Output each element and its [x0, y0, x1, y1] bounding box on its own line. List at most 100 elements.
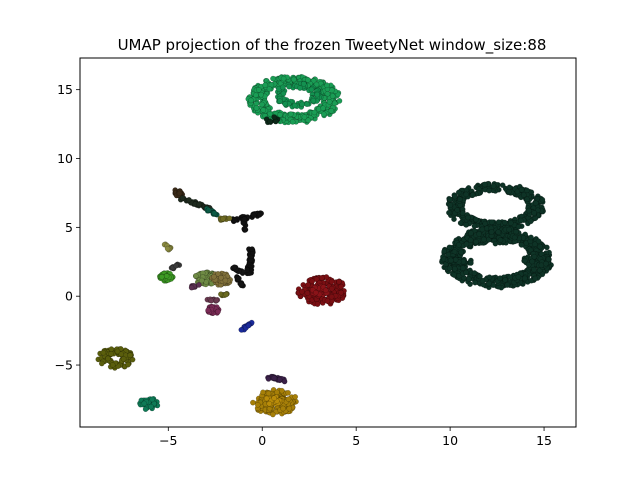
scatter-point: [205, 307, 211, 314]
scatter-point: [266, 86, 273, 92]
scatter-point: [324, 298, 331, 304]
scatter-point: [467, 281, 473, 287]
scatter-point: [149, 396, 156, 403]
scatter-point: [100, 349, 107, 356]
scatter-point: [471, 223, 478, 229]
scatter-point: [270, 75, 276, 82]
scatter-point: [267, 111, 273, 117]
scatter-point: [215, 271, 221, 277]
scatter-point: [473, 239, 479, 245]
scatter-point: [468, 260, 474, 266]
scatter-point: [451, 272, 457, 278]
scatter-point: [120, 356, 127, 362]
scatter-point: [466, 276, 472, 282]
scatter-point: [231, 264, 238, 271]
scatter-point: [534, 207, 541, 214]
scatter-point: [188, 284, 195, 291]
scatter-point: [446, 244, 453, 251]
scatter-point: [289, 119, 296, 125]
y-tick-label: 10: [57, 151, 73, 166]
plot-frame: [79, 57, 577, 428]
scatter-points: [95, 73, 554, 418]
scatter-point: [270, 411, 276, 418]
scatter-point: [481, 181, 488, 188]
y-axis: −5 0 5 10 15: [55, 82, 80, 373]
scatter-point: [468, 230, 474, 236]
scatter-point: [525, 262, 532, 268]
scatter-point: [241, 216, 248, 223]
scatter-point: [285, 389, 291, 396]
scatter-point: [250, 212, 257, 219]
scatter-point: [98, 360, 105, 367]
scatter-point: [213, 297, 220, 304]
scatter-point: [539, 196, 546, 203]
scatter-point: [515, 274, 522, 280]
scatter-point: [305, 77, 311, 83]
y-tick-label: 0: [65, 289, 73, 304]
scatter-point: [218, 274, 224, 281]
scatter-point: [537, 243, 543, 250]
x-tick-label: 15: [536, 433, 552, 448]
scatter-point: [463, 222, 470, 228]
scatter-point: [309, 278, 316, 285]
scatter-point: [254, 401, 261, 408]
scatter-point: [173, 262, 179, 269]
scatter-point: [490, 183, 497, 189]
scatter-point: [260, 107, 267, 113]
scatter-point: [463, 269, 470, 276]
scatter-point: [260, 389, 266, 396]
scatter-point: [176, 190, 183, 197]
scatter-point: [545, 256, 552, 263]
scatter-point: [504, 282, 511, 288]
scatter-point: [220, 216, 226, 222]
scatter-point: [446, 265, 453, 272]
scatter-point: [266, 400, 273, 407]
scatter-point: [532, 200, 539, 206]
scatter-point: [476, 231, 482, 237]
scatter-point: [524, 196, 530, 203]
scatter-point: [338, 289, 344, 296]
scatter-point: [249, 246, 255, 252]
scatter-point: [313, 276, 320, 283]
scatter-point: [472, 216, 479, 223]
scatter-point: [497, 237, 504, 243]
scatter-point: [454, 207, 461, 213]
scatter-point: [469, 192, 476, 198]
scatter-point: [329, 93, 336, 99]
x-axis: −5 0 5 10 15: [159, 427, 552, 448]
scatter-point: [208, 297, 215, 304]
scatter-point: [271, 395, 278, 402]
scatter-point: [506, 184, 513, 191]
x-tick-label: −5: [159, 433, 177, 448]
scatter-point: [492, 240, 499, 247]
scatter-point: [467, 237, 474, 243]
y-tick-label: −5: [55, 358, 73, 373]
scatter-point: [518, 242, 525, 248]
scatter-point: [479, 226, 486, 233]
scatter-point: [328, 285, 335, 292]
scatter-point: [192, 273, 199, 279]
scatter-point: [304, 290, 311, 296]
scatter-point: [263, 395, 270, 402]
scatter-point: [127, 352, 134, 359]
scatter-point: [222, 277, 229, 284]
x-tick-label: 0: [258, 433, 266, 448]
scatter-point: [255, 86, 262, 93]
scatter-point: [211, 273, 217, 280]
scatter-point: [543, 260, 549, 267]
scatter-point: [319, 275, 325, 281]
scatter-point: [497, 275, 503, 282]
scatter-point: [328, 107, 335, 114]
x-tick-label: 5: [352, 433, 360, 448]
scatter-point: [300, 80, 307, 87]
scatter-point: [280, 405, 286, 412]
scatter-point: [299, 101, 306, 108]
scatter-point: [256, 211, 263, 218]
scatter-point: [465, 214, 471, 221]
scatter-point: [451, 193, 458, 200]
scatter-point: [472, 279, 478, 286]
scatter-point: [274, 389, 280, 396]
scatter-point: [441, 248, 448, 255]
scatter-point: [279, 387, 285, 394]
